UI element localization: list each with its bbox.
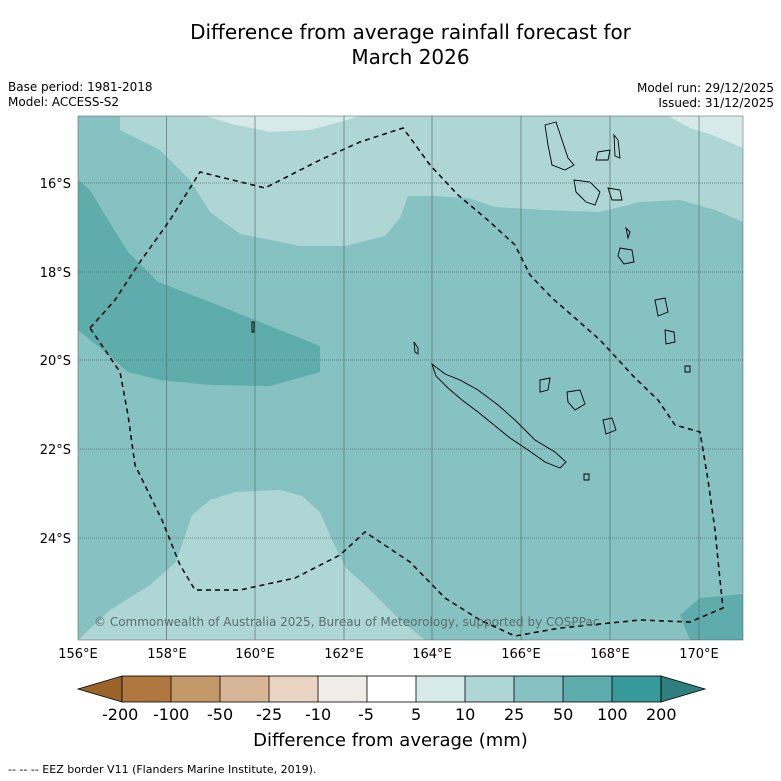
model-name: Model: ACCESS-S2: [8, 95, 120, 109]
colorbar-swatch: [612, 676, 661, 702]
colorbar: [76, 675, 707, 703]
colorbar-label: -50: [207, 705, 234, 724]
colorbar-high-extension: [660, 675, 707, 703]
band-5-10-north: [205, 116, 360, 132]
lon-label-158e: 158°E: [147, 647, 187, 662]
chesterfield-islands: [251, 321, 590, 481]
colorbar-swatch: [465, 676, 514, 702]
title-line-2: March 2026: [351, 45, 470, 69]
colorbar-label: 10: [455, 705, 476, 724]
band-50-100-southeast: [680, 594, 743, 640]
lon-label-168e: 168°E: [590, 647, 630, 662]
graticule: [78, 116, 743, 640]
colorbar-outline: [121, 675, 662, 703]
copyright-text: © Commonwealth of Australia 2025, Bureau…: [94, 615, 599, 629]
colorbar-label: -5: [358, 705, 374, 724]
colorbar-label: -25: [256, 705, 283, 724]
vanuatu-north-islands: [544, 121, 621, 171]
band-5-10-northeast: [668, 116, 743, 148]
longitude-labels: 156°E 158°E 160°E 162°E 164°E 166°E 168°…: [58, 647, 719, 662]
colorbar-label: 100: [597, 705, 628, 724]
colorbar-swatch: [514, 676, 563, 702]
title-line-1: Difference from average rainfall forecas…: [190, 20, 631, 44]
issued-date: Issued: 31/12/2025: [658, 96, 774, 110]
lon-label-162e: 162°E: [324, 647, 364, 662]
eez-border: [89, 127, 724, 637]
islands: [251, 121, 691, 481]
colorbar-swatch: [122, 676, 171, 702]
lat-label-20s: 20°S: [40, 354, 71, 369]
run-info: Model run: 29/12/2025 Issued: 31/12/2025: [637, 81, 774, 111]
model-run: Model run: 29/12/2025: [636, 81, 774, 95]
colorbar-label: 5: [411, 705, 422, 724]
colorbar-swatch: [563, 676, 612, 702]
map-title: Difference from average rainfall forecas…: [0, 20, 781, 70]
lat-label-22s: 22°S: [40, 443, 71, 458]
new-caledonia-island: [431, 362, 567, 469]
colorbar-label: 200: [646, 705, 677, 724]
base-period: Base period: 1981-2018: [8, 80, 153, 94]
band-50-100-west: [78, 180, 320, 386]
matthew-hunter-islands: [654, 297, 691, 373]
lon-label-164e: 164°E: [412, 647, 452, 662]
lat-label-16s: 16°S: [40, 177, 71, 192]
colorbar-label: -10: [305, 705, 332, 724]
map-frame: [77, 115, 744, 641]
map-fill: [78, 116, 743, 640]
colorbar-label: 50: [553, 705, 574, 724]
colorbar-label: -100: [153, 705, 190, 724]
colorbar-title: Difference from average (mm): [253, 730, 528, 751]
lat-label-24s: 24°S: [40, 532, 71, 547]
colorbar-swatch: [367, 676, 416, 702]
colorbar-swatch: [220, 676, 269, 702]
colorbar-swatch: [318, 676, 367, 702]
lat-label-18s: 18°S: [40, 266, 71, 281]
band-10-25-south: [78, 490, 425, 640]
eez-footnote: -- -- -- EEZ border V11 (Flanders Marine…: [8, 763, 317, 776]
vanuatu-central-islands: [573, 179, 635, 265]
colorbar-low-extension: [76, 675, 123, 703]
colorbar-label: 25: [504, 705, 525, 724]
colorbar-swatch: [416, 676, 465, 702]
lon-label-160e: 160°E: [235, 647, 275, 662]
lon-label-170e: 170°E: [679, 647, 719, 662]
band-10-25-north: [120, 116, 743, 246]
colorbar-swatch: [269, 676, 318, 702]
loyalty-islands: [539, 377, 617, 435]
base-info: Base period: 1981-2018 Model: ACCESS-S2: [8, 80, 153, 110]
lon-label-156e: 156°E: [58, 647, 98, 662]
colorbar-label: -200: [102, 705, 139, 724]
lon-label-166e: 166°E: [501, 647, 541, 662]
latitude-labels: 16°S 18°S 20°S 22°S 24°S: [40, 177, 71, 547]
colorbar-swatch: [171, 676, 220, 702]
